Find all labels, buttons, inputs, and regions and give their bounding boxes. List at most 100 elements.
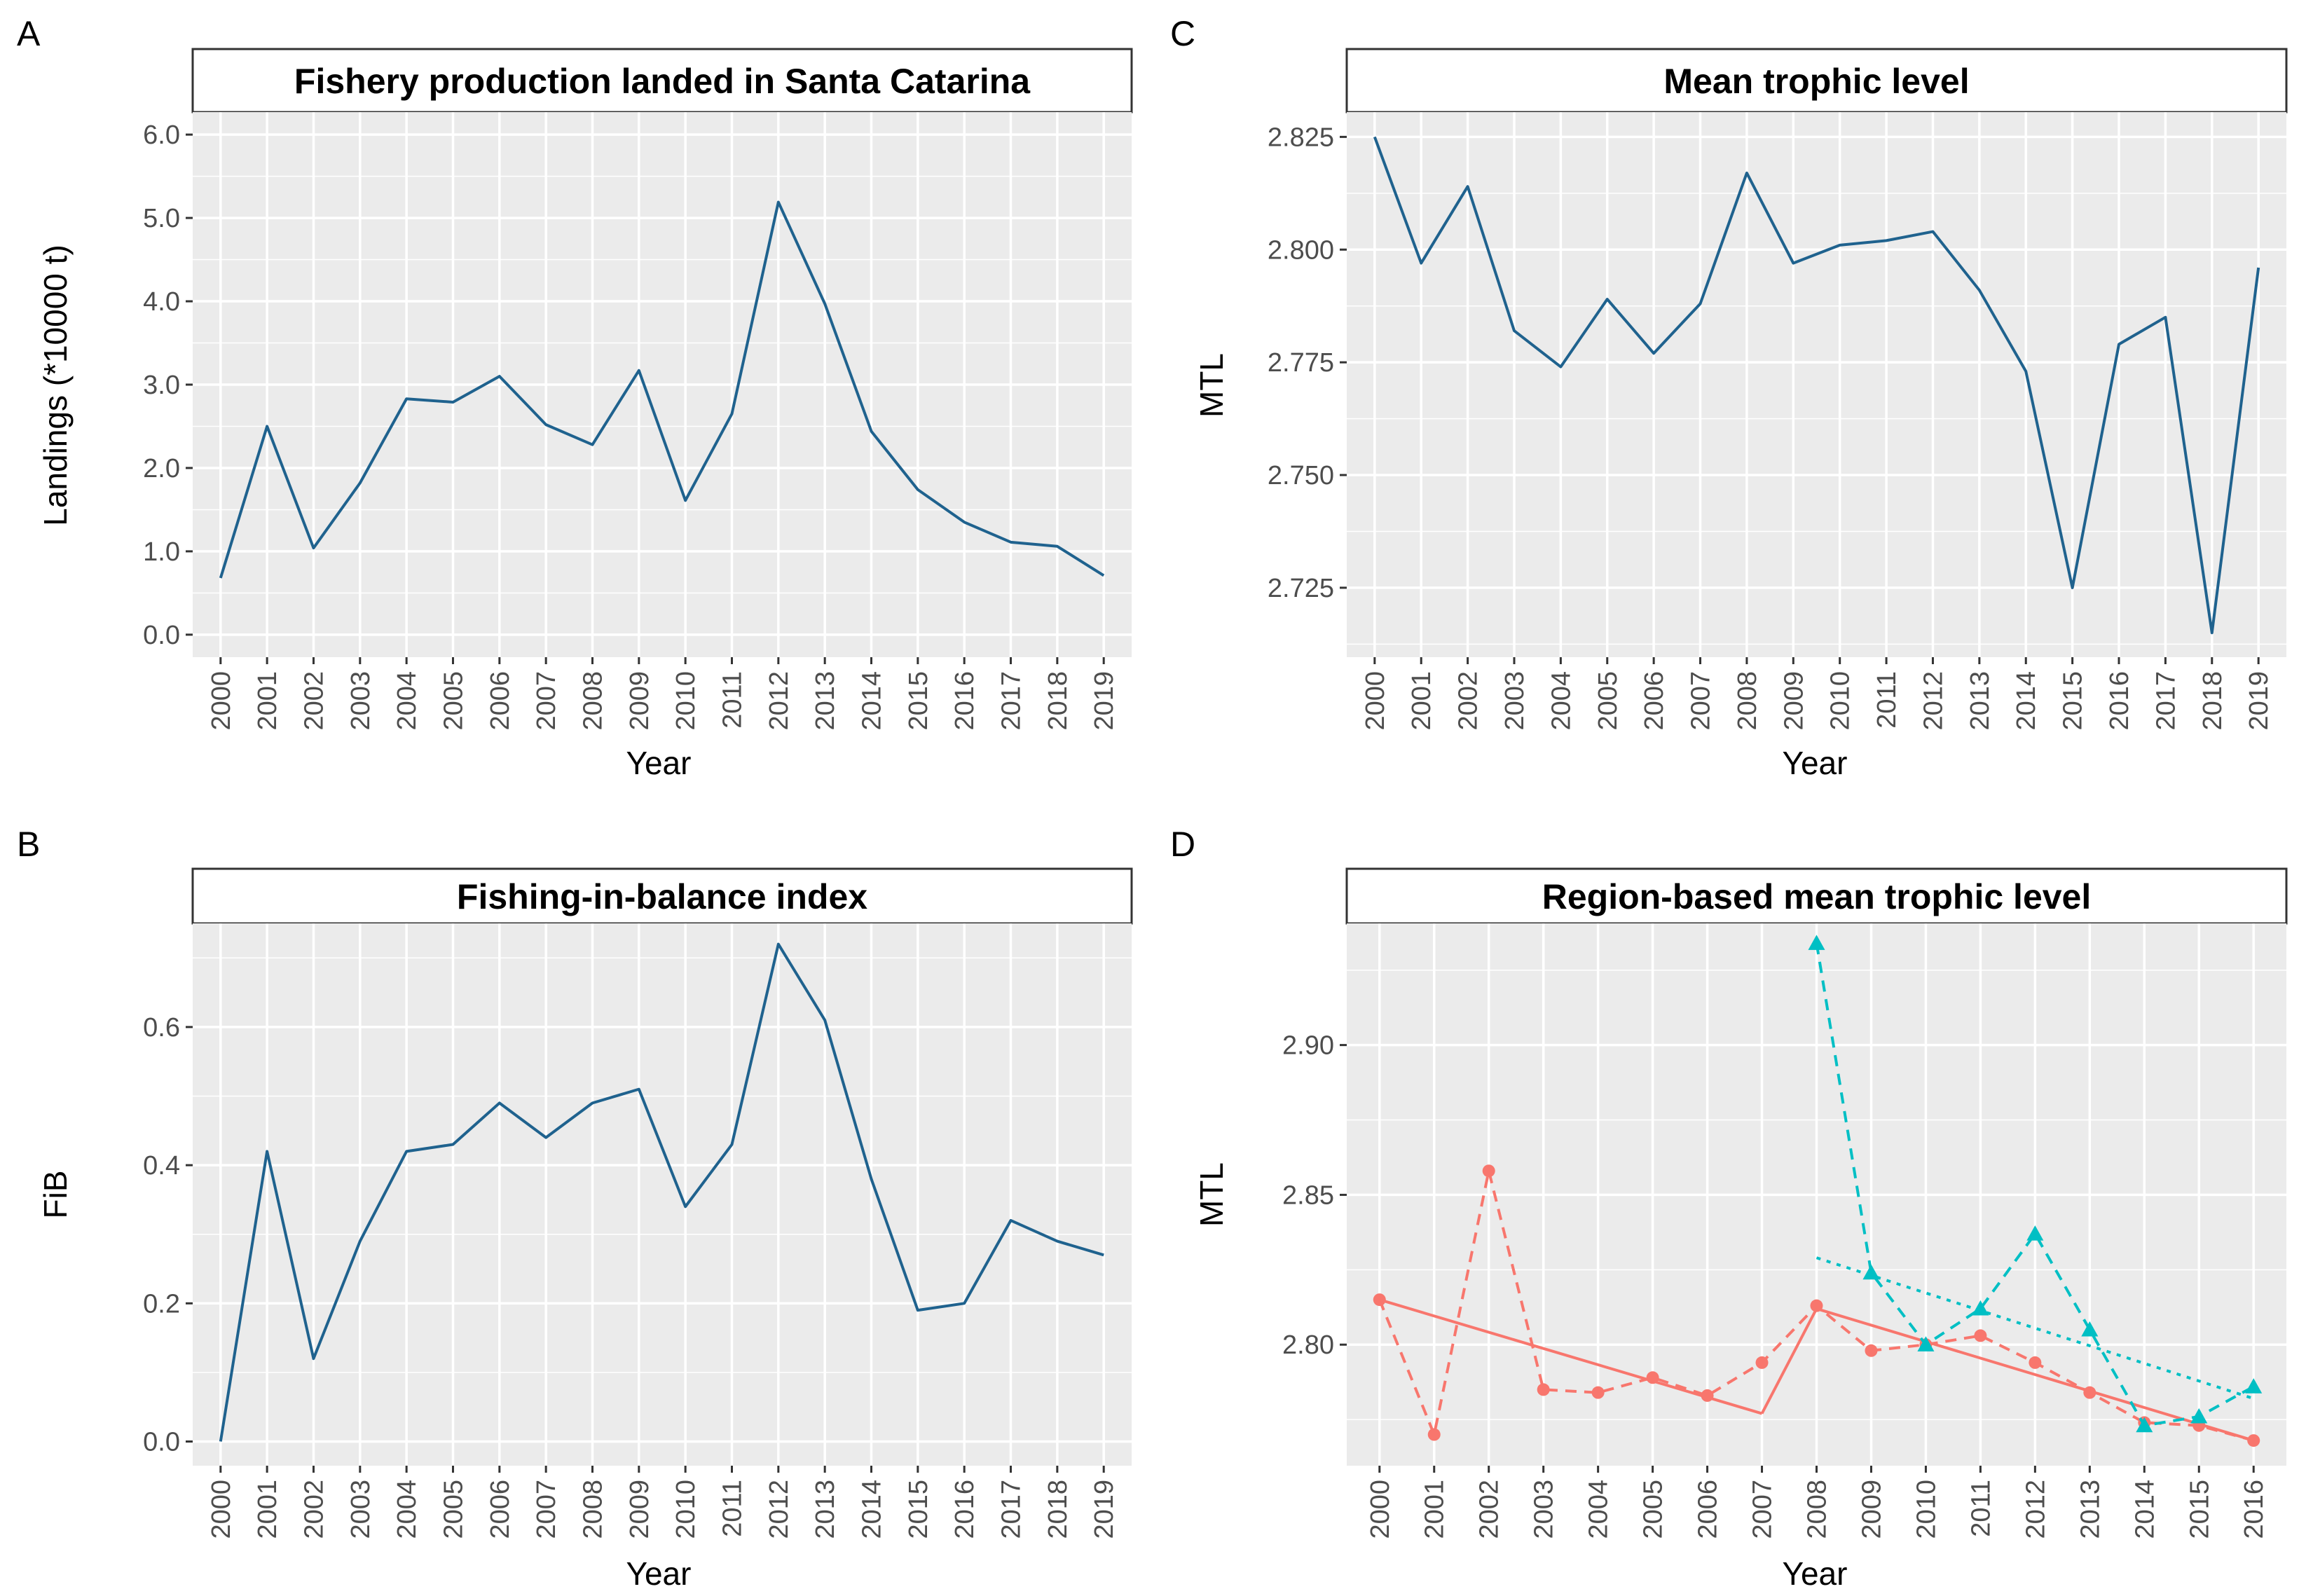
x-tick-label: 2013 bbox=[811, 1480, 840, 1539]
x-tick-label: 2011 bbox=[718, 671, 748, 729]
x-tick-label: 2006 bbox=[486, 1480, 515, 1539]
x-tick-label: 2009 bbox=[1779, 671, 1809, 731]
data-point bbox=[1808, 935, 1825, 950]
x-tick-label: 2007 bbox=[1687, 671, 1716, 731]
trend-line bbox=[1760, 1308, 1818, 1415]
x-tick-label: 2012 bbox=[2021, 1480, 2050, 1539]
x-tick-label: 2018 bbox=[2198, 671, 2228, 731]
x-tick-label: 2013 bbox=[1965, 671, 1995, 731]
data-point bbox=[2136, 1417, 2153, 1433]
y-tick-label: 0.2 bbox=[143, 1289, 180, 1319]
series-line bbox=[219, 200, 1105, 579]
data-point bbox=[1591, 1386, 1605, 1399]
x-tick-label: 2005 bbox=[439, 1480, 468, 1539]
x-tick-label: 2010 bbox=[1912, 1480, 1941, 1539]
x-tick-label: 2017 bbox=[2151, 671, 2181, 731]
x-tick-label: 2002 bbox=[299, 1480, 329, 1539]
x-tick-label: 2001 bbox=[1420, 1480, 1450, 1539]
x-tick-label: 2017 bbox=[997, 671, 1027, 731]
x-tick-label: 2005 bbox=[1639, 1480, 1668, 1539]
x-tick-label: 2000 bbox=[1366, 1480, 1395, 1539]
chart-title: Fishery production landed in Santa Catar… bbox=[294, 62, 1031, 101]
y-axis-title: MTL bbox=[1193, 353, 1230, 418]
x-axis-title: Year bbox=[1783, 1555, 1848, 1592]
x-tick-label: 2002 bbox=[1454, 671, 1483, 731]
x-tick-label: 2016 bbox=[950, 671, 980, 731]
x-tick-label: 2008 bbox=[1803, 1480, 1832, 1539]
x-tick-label: 2003 bbox=[1530, 1480, 1559, 1539]
panel-a: A Fishery production landed in Santa Cata… bbox=[17, 14, 1133, 781]
x-tick-label: 2015 bbox=[2185, 1480, 2214, 1539]
chart-title: Fishing-in-balance index bbox=[457, 877, 867, 916]
y-tick-label: 2.0 bbox=[143, 454, 180, 483]
chart-title: Mean trophic level bbox=[1663, 62, 1969, 101]
x-tick-label: 2000 bbox=[1361, 671, 1390, 731]
x-tick-label: 2004 bbox=[1546, 671, 1576, 731]
y-axis-title: FiB bbox=[37, 1171, 74, 1219]
y-axis-title: Landings (*10000 t) bbox=[37, 245, 74, 526]
x-tick-label: 2016 bbox=[2105, 671, 2134, 731]
data-point bbox=[1974, 1329, 1987, 1342]
x-tick-label: 2002 bbox=[1475, 1480, 1504, 1539]
y-tick-label: 2.90 bbox=[1282, 1031, 1334, 1061]
data-point bbox=[2190, 1408, 2208, 1424]
x-tick-label: 2013 bbox=[2075, 1480, 2105, 1539]
y-tick-label: 0.4 bbox=[143, 1151, 180, 1181]
trend-line bbox=[1379, 1298, 1763, 1415]
data-point bbox=[2026, 1225, 2044, 1241]
data-point bbox=[2245, 1378, 2263, 1394]
y-tick-label: 1.0 bbox=[143, 537, 180, 567]
y-tick-label: 2.80 bbox=[1282, 1330, 1334, 1360]
x-tick-label: 2005 bbox=[439, 671, 468, 731]
y-tick-label: 6.0 bbox=[143, 121, 180, 150]
title-strip bbox=[1345, 48, 2288, 113]
chart-title: Region-based mean trophic level bbox=[1542, 877, 2092, 916]
panel-b: B Fishing-in-balance index 0.0 0.2 0.4 0.6 200… bbox=[17, 825, 1133, 1592]
x-tick-label: 2013 bbox=[811, 671, 840, 731]
y-tick-label: 2.725 bbox=[1268, 574, 1334, 603]
x-tick-label: 2004 bbox=[392, 1480, 422, 1539]
x-tick-label: 2001 bbox=[1407, 671, 1436, 731]
data-point bbox=[2081, 1321, 2099, 1337]
x-tick-label: 2001 bbox=[253, 671, 282, 731]
series-line bbox=[219, 942, 1104, 1442]
panel-c: C Mean trophic level 2.725 2.750 2.775 2.800 2… bbox=[1170, 14, 2288, 781]
y-tick-label: 0.0 bbox=[143, 621, 180, 650]
y-tick-label: 2.825 bbox=[1268, 123, 1334, 152]
y-tick-label: 0.6 bbox=[143, 1013, 180, 1043]
y-tick-label: 4.0 bbox=[143, 287, 180, 317]
x-tick-label: 2016 bbox=[950, 1480, 980, 1539]
title-strip bbox=[191, 48, 1133, 113]
plot-background bbox=[1347, 112, 2286, 657]
panel-d: D Region-based mean trophic level 2.80 2.85… bbox=[1170, 825, 2288, 1592]
x-axis-title: Year bbox=[626, 1555, 692, 1592]
x-tick-label: 2010 bbox=[1826, 671, 1855, 731]
x-tick-label: 2006 bbox=[1694, 1480, 1723, 1539]
x-tick-label: 2019 bbox=[1090, 1480, 1119, 1539]
x-tick-label: 2012 bbox=[764, 1480, 794, 1539]
x-tick-label: 2005 bbox=[1593, 671, 1623, 731]
data-point bbox=[1427, 1428, 1441, 1441]
x-tick-label: 2017 bbox=[997, 1480, 1027, 1539]
x-tick-label: 2018 bbox=[1043, 1480, 1073, 1539]
x-tick-label: 2009 bbox=[625, 1480, 654, 1539]
x-tick-label: 2014 bbox=[2130, 1480, 2160, 1539]
x-tick-label: 2007 bbox=[1748, 1480, 1778, 1539]
x-tick-label: 2008 bbox=[578, 1480, 608, 1539]
plot-background bbox=[193, 923, 1132, 1466]
x-tick-label: 2012 bbox=[764, 671, 794, 731]
x-tick-label: 2009 bbox=[1857, 1480, 1886, 1539]
x-tick-label: 2011 bbox=[1966, 1480, 1996, 1537]
y-tick-label: 0.0 bbox=[143, 1427, 180, 1457]
x-tick-label: 2003 bbox=[1500, 671, 1530, 731]
panel-letter: D bbox=[1170, 825, 1195, 864]
x-tick-label: 2015 bbox=[904, 1480, 933, 1539]
data-point bbox=[2029, 1356, 2042, 1369]
panel-letter: A bbox=[17, 14, 41, 53]
x-tick-label: 2009 bbox=[625, 671, 654, 731]
x-tick-label: 2018 bbox=[1043, 671, 1073, 731]
y-tick-label: 5.0 bbox=[143, 204, 180, 233]
x-tick-label: 2010 bbox=[671, 671, 701, 731]
x-tick-label: 2015 bbox=[2059, 671, 2088, 731]
